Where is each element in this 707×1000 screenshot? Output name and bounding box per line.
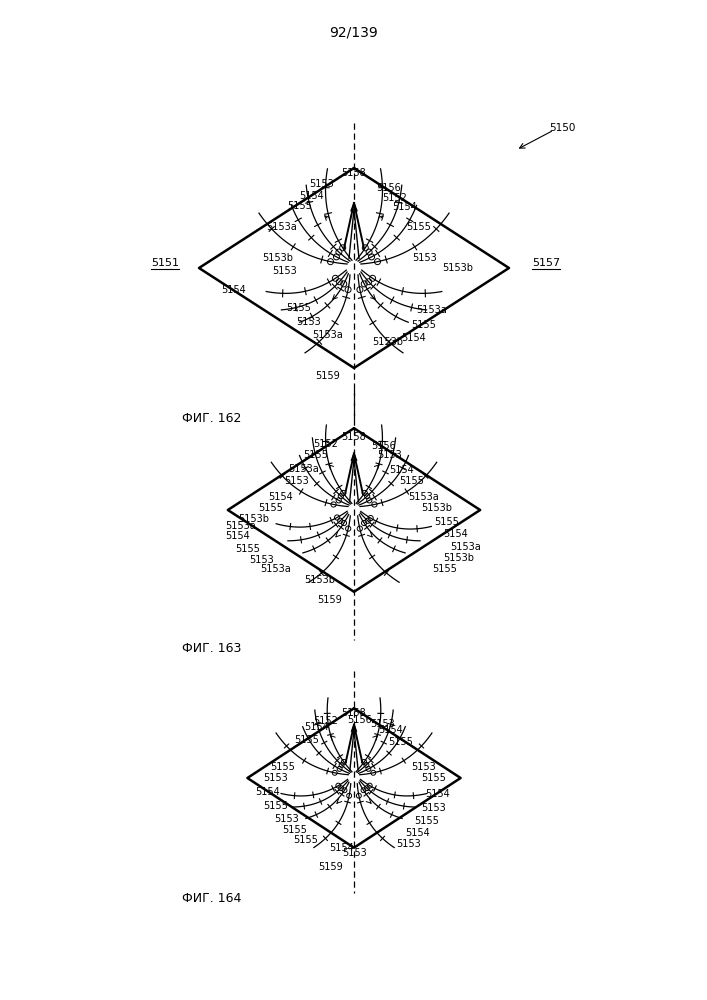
Text: 5153: 5153 <box>397 839 421 849</box>
Text: 5156: 5156 <box>376 183 401 193</box>
Text: 5154: 5154 <box>379 725 404 735</box>
Text: 5153a: 5153a <box>450 542 481 552</box>
Text: 5155: 5155 <box>295 735 320 745</box>
Text: 5153: 5153 <box>272 266 297 276</box>
Text: ФИГ. 163: ФИГ. 163 <box>182 642 241 654</box>
Text: 5155: 5155 <box>264 801 288 811</box>
Text: 5159: 5159 <box>317 595 341 605</box>
Text: 5153: 5153 <box>378 450 402 460</box>
Text: 5154: 5154 <box>269 492 293 502</box>
Text: 5155: 5155 <box>388 737 414 747</box>
Text: 5155: 5155 <box>287 201 312 211</box>
Text: 5155: 5155 <box>406 222 431 232</box>
Text: 5154: 5154 <box>299 191 324 201</box>
Text: 5153b: 5153b <box>421 503 452 513</box>
Text: 5153b: 5153b <box>238 514 269 524</box>
Text: 5155: 5155 <box>293 835 318 845</box>
Text: 5154: 5154 <box>401 333 426 343</box>
Text: 5153: 5153 <box>341 848 366 858</box>
Text: 5153: 5153 <box>421 803 446 813</box>
Text: 5154: 5154 <box>443 529 467 539</box>
Text: 5153: 5153 <box>309 179 334 189</box>
Text: 5155: 5155 <box>235 544 260 554</box>
Text: 5150: 5150 <box>549 123 575 133</box>
Text: 92/139: 92/139 <box>329 25 378 39</box>
Text: 5153: 5153 <box>284 476 309 486</box>
Text: 5153: 5153 <box>411 762 436 772</box>
Text: 5153: 5153 <box>249 555 274 565</box>
Text: 5154: 5154 <box>426 789 450 799</box>
Text: 5154: 5154 <box>329 843 354 853</box>
Text: 5155: 5155 <box>399 476 424 486</box>
Text: 5158: 5158 <box>341 168 366 178</box>
Text: 5154: 5154 <box>405 828 430 838</box>
Text: 5153a: 5153a <box>408 492 438 502</box>
Text: 5155: 5155 <box>411 320 436 330</box>
Text: 5157: 5157 <box>532 258 560 268</box>
Text: 5155: 5155 <box>415 816 440 826</box>
Text: 5153b: 5153b <box>372 337 403 347</box>
Text: 5153a: 5153a <box>261 564 291 574</box>
Text: 5153a: 5153a <box>267 222 297 232</box>
Text: 5154: 5154 <box>225 531 250 541</box>
Text: 5153a: 5153a <box>225 521 256 531</box>
Text: 5153a: 5153a <box>288 464 319 474</box>
Text: 5153: 5153 <box>274 814 299 824</box>
Text: 5155: 5155 <box>303 450 328 460</box>
Text: 5154: 5154 <box>305 722 329 732</box>
Text: 5155: 5155 <box>270 762 295 772</box>
Text: 5155: 5155 <box>421 773 446 783</box>
Text: 5158: 5158 <box>341 432 366 442</box>
Text: 5154: 5154 <box>389 465 414 475</box>
Text: 5155: 5155 <box>434 517 459 527</box>
Text: 5151: 5151 <box>151 258 179 268</box>
Text: 5153a: 5153a <box>416 305 447 315</box>
Text: ФИГ. 164: ФИГ. 164 <box>182 892 241 904</box>
Text: 5154: 5154 <box>255 787 280 797</box>
Text: 5156: 5156 <box>371 441 396 451</box>
Text: 5155: 5155 <box>432 564 457 574</box>
Text: 5159: 5159 <box>317 862 342 872</box>
Text: 5155: 5155 <box>258 503 283 513</box>
Text: 5153: 5153 <box>370 719 395 729</box>
Text: 5152: 5152 <box>312 716 338 726</box>
Text: 5152: 5152 <box>313 439 339 449</box>
Text: 5158: 5158 <box>341 708 366 718</box>
Text: 5156: 5156 <box>347 715 372 725</box>
Text: 5153: 5153 <box>296 317 321 327</box>
Text: 5152: 5152 <box>382 193 407 203</box>
Text: 5155: 5155 <box>286 303 311 313</box>
Text: 5153: 5153 <box>412 253 437 263</box>
Text: 5153a: 5153a <box>312 330 343 340</box>
Text: 5153b: 5153b <box>262 253 293 263</box>
Text: 5153b: 5153b <box>442 263 473 273</box>
Text: ФИГ. 162: ФИГ. 162 <box>182 412 241 424</box>
Text: 5153: 5153 <box>264 773 288 783</box>
Text: 5154: 5154 <box>221 285 246 295</box>
Text: 5159: 5159 <box>315 371 340 381</box>
Text: 5153b: 5153b <box>443 553 474 563</box>
Text: 5153b: 5153b <box>305 575 335 585</box>
Text: 5155: 5155 <box>282 825 308 835</box>
Text: 5154: 5154 <box>392 202 416 212</box>
